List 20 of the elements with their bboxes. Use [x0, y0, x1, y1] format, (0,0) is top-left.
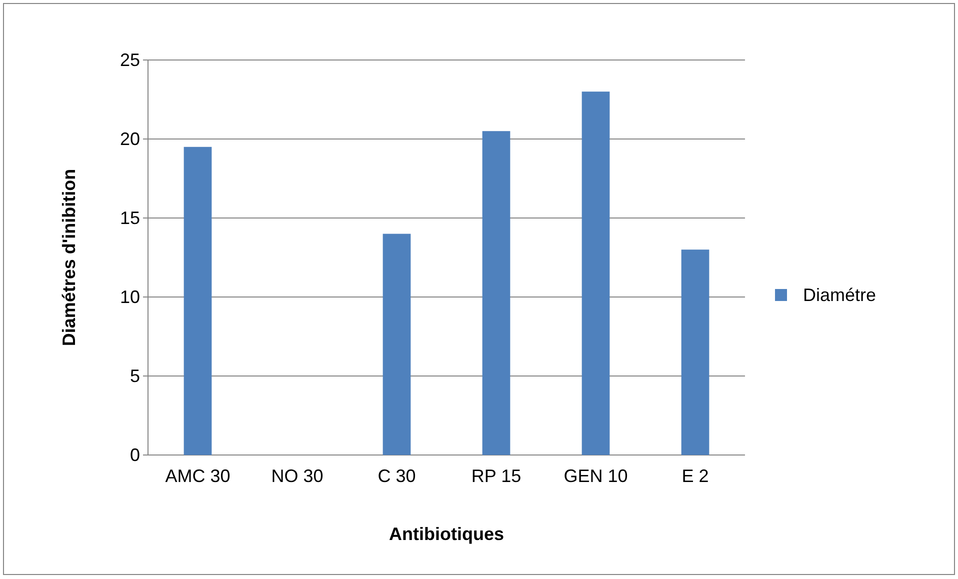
y-tick-label: 0 — [130, 444, 140, 465]
bar — [681, 250, 710, 455]
bar — [184, 146, 212, 455]
legend-label: Diamétre — [803, 285, 876, 305]
x-tick-label: GEN 10 — [564, 466, 628, 486]
y-tick-label: 20 — [120, 128, 140, 149]
x-tick-label: AMC 30 — [165, 466, 230, 486]
bar — [382, 234, 411, 455]
x-tick-label: RP 15 — [471, 466, 522, 486]
x-tick-label: E 2 — [682, 466, 709, 486]
y-tick-label: 10 — [120, 286, 140, 307]
y-tick-label: 15 — [120, 208, 140, 228]
x-axis-title: Antibiotiques — [389, 524, 504, 544]
x-tick-label: NO 30 — [271, 466, 324, 486]
bar — [482, 131, 510, 455]
bar — [582, 92, 610, 455]
y-tick-label: 25 — [120, 50, 140, 70]
y-tick-label: 5 — [130, 366, 140, 386]
x-tick-label: C 30 — [378, 466, 416, 486]
y-axis-title: Diamétres d'inibition — [59, 168, 79, 346]
